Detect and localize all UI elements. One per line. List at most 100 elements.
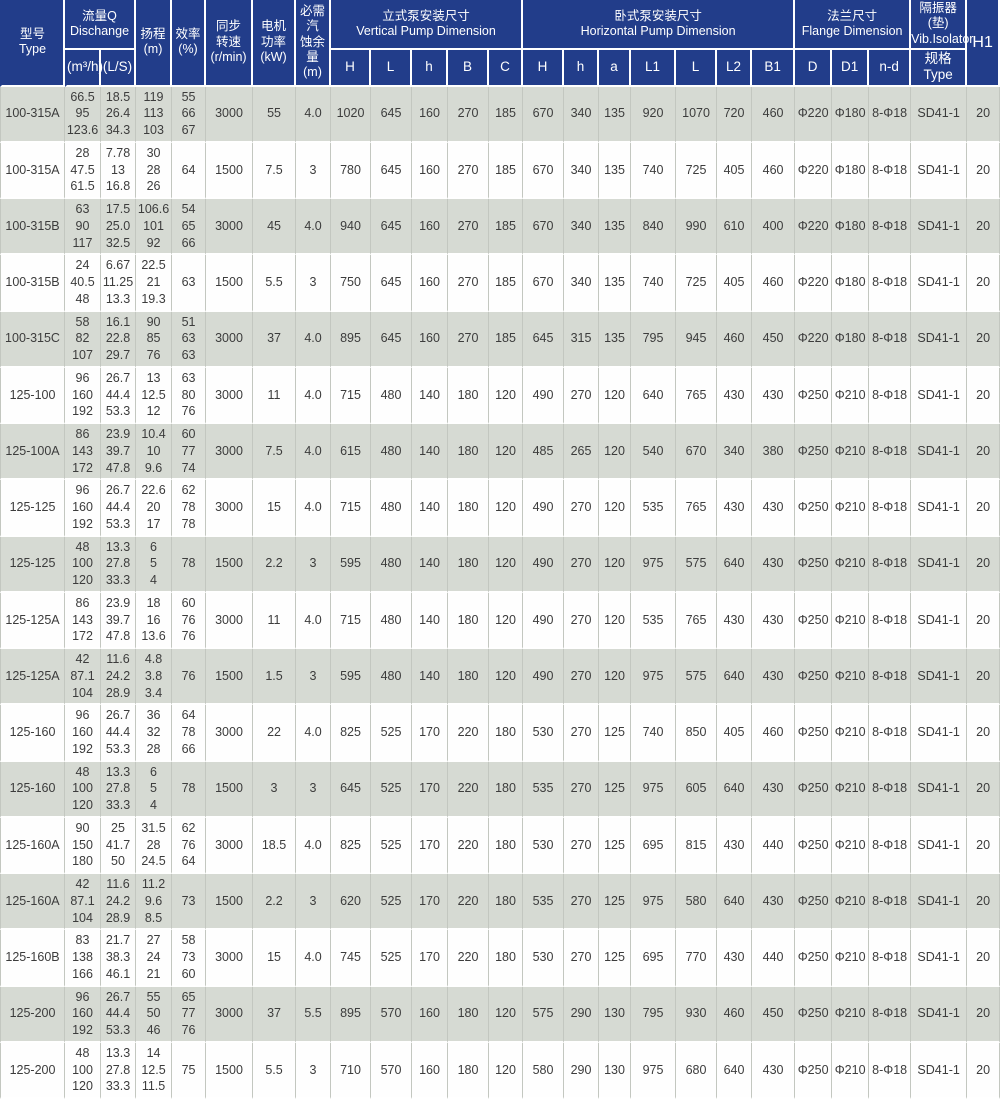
cell: 100-315B [0,199,65,256]
cell: 96 160 192 [65,367,101,425]
cell: 20 [967,592,1000,650]
cell: 8-Φ18 [869,761,912,818]
table-row: 125-125A 42 87.1 104 11.6 24.2 28.9 4.8 3.8… [0,649,1000,706]
cell: 120 [489,1042,524,1099]
cell: Φ210 [832,367,870,425]
cell: 3 [296,255,332,312]
cell: 440 [752,817,796,875]
cell: 64 [172,142,207,200]
cell: 640 [717,874,753,931]
col-header-ls: (L/S) [101,49,137,87]
cell: 975 [631,1042,677,1099]
cell: 48 100 120 [65,536,101,593]
cell: 100-315A [0,86,65,143]
cell: 220 [448,705,490,762]
cell: 180 [489,874,524,931]
cell: Φ180 [832,255,870,312]
cell: Φ180 [832,142,870,200]
cell: 270 [448,311,490,368]
cell: 125-125A [0,649,65,706]
cell: 720 [717,86,753,143]
cell: 670 [523,142,565,200]
cell: 160 [412,86,449,143]
col-header-D1: D1 [832,49,870,87]
cell: 5.5 [253,1042,297,1099]
table-row: 125-160B 83 138 166 21.7 38.3 46.1 27 24 21… [0,930,1000,987]
cell: 645 [371,199,413,256]
table-row: 100-315A 66.5 95 123.6 18.5 26.4 34.3 119 1… [0,86,1000,143]
cell: Φ210 [832,649,870,706]
cell: 3000 [206,480,254,537]
cell: 140 [412,649,449,706]
cell: 3000 [206,592,254,650]
cell: 825 [331,817,372,875]
cell: 7.5 [253,424,297,481]
cell: 220 [448,817,490,875]
cell: Φ180 [832,311,870,368]
cell: 615 [331,424,372,481]
cell: 430 [717,367,753,425]
cell: 185 [489,311,524,368]
table-header: 型号 Type 流量Q Dischange 扬程 (m) 效率 (%) 同步 转… [0,0,1000,87]
cell: 20 [967,424,1000,481]
cell: 45 [253,199,297,256]
cell: 645 [331,761,372,818]
cell: 2.2 [253,874,297,931]
col-header-npsh: 必需汽 蚀余量 (m) [296,0,332,87]
cell: 8-Φ18 [869,424,912,481]
cell: 270 [564,536,600,593]
cell: 3 [296,536,332,593]
cell: 140 [412,424,449,481]
cell: 975 [631,536,677,593]
cell: SD41-1 [911,986,968,1043]
cell: 37 [253,986,297,1043]
cell: 430 [717,592,753,650]
cell: 765 [676,480,718,537]
cell: 18 16 13.6 [136,592,173,650]
cell: 8-Φ18 [869,1042,912,1099]
cell: 525 [371,930,413,987]
cell: 450 [752,311,796,368]
cell: SD41-1 [911,592,968,650]
cell: 11 [253,592,297,650]
cell: 135 [599,255,632,312]
cell: 130 [599,986,632,1043]
cell: Φ220 [795,142,833,200]
cell: 125-125 [0,480,65,537]
col-header-h-a: a [599,49,632,87]
cell: Φ210 [832,986,870,1043]
cell: 26.7 44.4 53.3 [101,705,137,762]
cell: 3000 [206,705,254,762]
cell: 120 [489,592,524,650]
cell: 180 [489,761,524,818]
cell: 180 [448,986,490,1043]
cell: 135 [599,311,632,368]
cell: 120 [599,367,632,425]
cell: 670 [523,86,565,143]
cell: 48 100 120 [65,1042,101,1099]
cell: 3000 [206,367,254,425]
cell: 26.7 44.4 53.3 [101,480,137,537]
cell: 220 [448,761,490,818]
cell: 3 [296,761,332,818]
cell: 575 [523,986,565,1043]
cell: Φ220 [795,255,833,312]
cell: 220 [448,874,490,931]
cell: 180 [448,592,490,650]
col-header-v-C: C [489,49,524,87]
cell: 75 [172,1042,207,1099]
cell: 270 [564,705,600,762]
cell: 180 [448,649,490,706]
cell: 20 [967,930,1000,987]
cell: 11.6 24.2 28.9 [101,874,137,931]
cell: 11.2 9.6 8.5 [136,874,173,931]
cell: 450 [752,986,796,1043]
cell: 55 [253,86,297,143]
cell: 8-Φ18 [869,986,912,1043]
cell: 290 [564,1042,600,1099]
cell: 2.2 [253,536,297,593]
cell: 405 [717,142,753,200]
cell: 106.6 101 92 [136,199,173,256]
cell: Φ250 [795,480,833,537]
cell: 575 [676,536,718,593]
